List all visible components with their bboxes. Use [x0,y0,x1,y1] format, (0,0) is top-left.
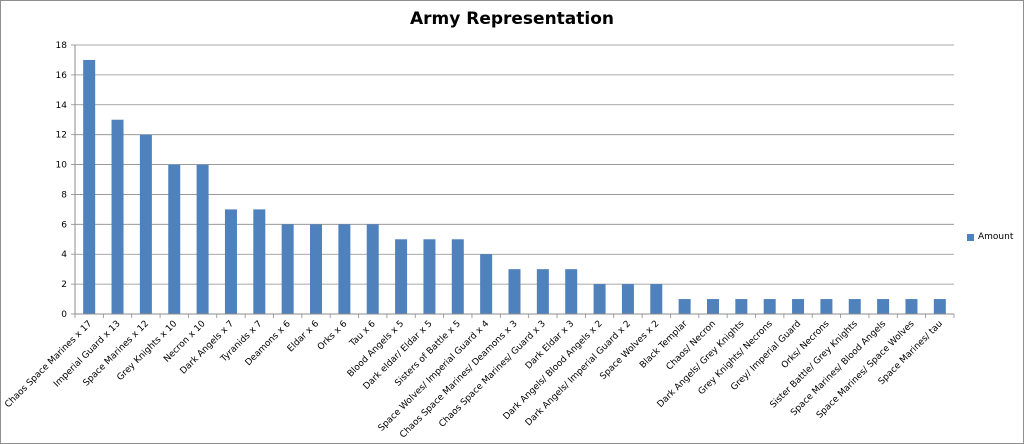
bar [338,224,351,314]
y-axis-ticks: 0 2 4 6 8 10 12 14 16 18 [56,41,75,320]
bar [508,269,521,314]
y-tick-label: 0 [61,310,67,320]
axes [74,45,955,318]
y-tick-label: 10 [56,161,68,171]
bar [281,224,294,314]
bar [565,269,578,314]
bar [877,299,890,314]
bar [735,299,748,314]
bar [820,299,833,314]
y-tick-label: 2 [61,280,67,290]
bar [763,299,776,314]
bar [933,299,946,314]
x-tick-label: Eldar x 6 [286,319,321,354]
bar [650,284,663,314]
bar [83,59,96,314]
legend-label: Amount [978,232,1014,242]
bar [253,209,266,314]
bar [111,119,124,314]
bar [423,239,436,314]
chart-title: Army Representation [409,9,615,29]
bars [83,59,946,314]
bar [366,224,379,314]
bar [678,299,691,314]
x-tick-label: Chaos/ Necron [665,319,718,372]
bar [706,299,719,314]
bar [593,284,606,314]
y-tick-label: 18 [56,41,68,51]
bar [224,209,237,314]
bar [536,269,549,314]
legend-swatch [967,233,974,241]
bar [139,134,152,314]
bar [905,299,918,314]
bar [848,299,861,314]
y-tick-label: 4 [61,250,67,260]
bar [621,284,634,314]
bar [395,239,408,314]
y-tick-label: 16 [56,71,68,81]
y-tick-label: 12 [56,131,67,141]
y-tick-label: 8 [61,190,67,200]
y-tick-label: 14 [56,101,68,111]
bar [168,164,181,314]
bar [196,164,209,314]
bar [792,299,805,314]
gridlines [75,44,954,285]
x-tick-label: Dark Angels/ Imperial Guard x 2 [524,319,633,428]
y-tick-label: 6 [61,220,67,230]
bar [310,224,323,314]
bar [480,254,493,314]
legend: Amount [967,232,1013,242]
bar [451,239,464,314]
x-tick-label: Orks x 6 [316,319,350,353]
